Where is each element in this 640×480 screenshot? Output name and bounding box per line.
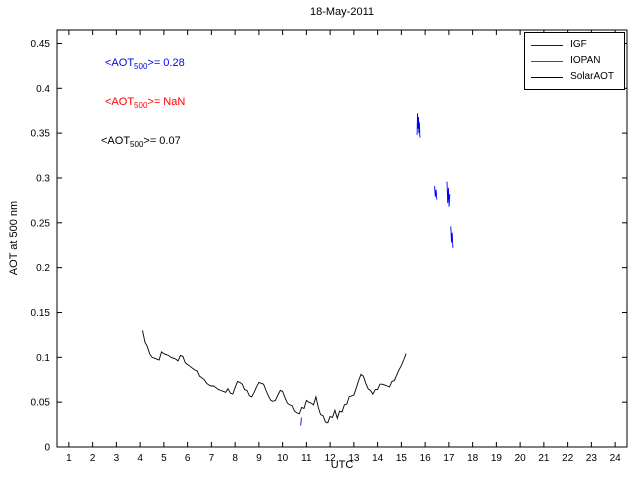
x-tick-label: 24 (610, 453, 622, 464)
legend: IGF IOPAN SolarAOT (524, 32, 625, 90)
x-tick-label: 18 (467, 453, 479, 464)
y-tick-label: 0.35 (31, 129, 51, 140)
x-tick-label: 23 (586, 453, 598, 464)
legend-item-solaraot: SolarAOT (531, 69, 614, 85)
y-tick-label: 0.2 (36, 263, 50, 274)
annotation-iopan-mean: <AOT500>= NaN (105, 96, 185, 110)
series-igf (416, 113, 421, 138)
annotation-text: >= 0.07 (143, 135, 181, 147)
y-tick-label: 0.15 (31, 308, 51, 319)
x-tick-label: 16 (420, 453, 432, 464)
y-tick-label: 0.3 (36, 173, 50, 184)
series-igf (446, 181, 451, 207)
x-tick-label: 20 (515, 453, 527, 464)
x-tick-label: 1 (66, 453, 72, 464)
x-tick-label: 13 (348, 453, 360, 464)
series-igf (434, 185, 438, 200)
annotation-text: >= 0.28 (147, 57, 185, 69)
legend-label: IGF (570, 39, 587, 50)
legend-line-sample (531, 76, 564, 78)
annotation-text: >= NaN (147, 96, 186, 108)
series-igf (300, 417, 302, 426)
x-tick-label: 14 (372, 453, 384, 464)
y-axis-label: AOT at 500 nm (8, 200, 20, 276)
x-tick-label: 9 (256, 453, 262, 464)
series-solaraot (142, 330, 407, 424)
x-tick-label: 4 (137, 453, 143, 464)
x-tick-label: 19 (491, 453, 503, 464)
x-tick-label: 8 (232, 453, 238, 464)
chart-title: 18-May-2011 (310, 6, 374, 18)
x-tick-label: 7 (209, 453, 215, 464)
legend-label: SolarAOT (570, 71, 614, 82)
legend-label: IOPAN (570, 55, 601, 66)
annotation-subscript: 500 (130, 140, 144, 149)
x-tick-label: 3 (114, 453, 120, 464)
x-tick-label: 10 (277, 453, 289, 464)
annotation-text: <AOT (105, 96, 135, 108)
x-tick-label: 11 (301, 453, 312, 464)
x-tick-label: 2 (90, 453, 96, 464)
y-tick-label: 0.45 (31, 39, 51, 50)
x-tick-label: 17 (443, 453, 455, 464)
annotation-igf-mean: <AOT500>= 0.28 (105, 57, 185, 71)
x-tick-label: 12 (325, 453, 337, 464)
legend-line-sample (531, 44, 564, 46)
x-tick-label: 5 (161, 453, 167, 464)
annotation-text: <AOT (101, 135, 131, 147)
x-axis-label: UTC (330, 459, 354, 471)
legend-item-iopan: IOPAN (531, 53, 614, 69)
annotation-subscript: 500 (134, 62, 148, 71)
x-tick-label: 21 (538, 453, 550, 464)
y-tick-label: 0.25 (31, 218, 51, 229)
x-tick-label: 15 (396, 453, 408, 464)
annotation-solaraot-mean: <AOT500>= 0.07 (101, 135, 181, 149)
y-tick-label: 0.05 (31, 398, 51, 409)
y-tick-label: 0 (44, 443, 50, 454)
legend-item-igf: IGF (531, 37, 614, 53)
annotation-text: <AOT (105, 57, 135, 69)
annotation-subscript: 500 (134, 101, 148, 110)
x-tick-label: 6 (185, 453, 191, 464)
series-igf (450, 226, 454, 248)
y-tick-label: 0.4 (36, 84, 50, 95)
legend-line-sample (531, 60, 564, 62)
x-tick-label: 22 (562, 453, 574, 464)
y-tick-label: 0.1 (36, 353, 50, 364)
